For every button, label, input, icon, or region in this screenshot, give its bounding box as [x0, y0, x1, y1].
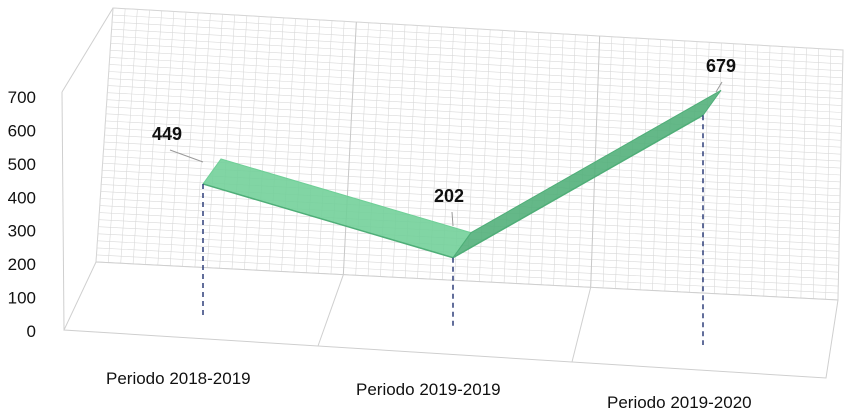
- data-label-leader: [169, 149, 204, 163]
- grid-line-horizontal: [111, 35, 843, 79]
- grid-line-horizontal: [96, 247, 839, 287]
- y-tick-label: 0: [27, 322, 36, 341]
- grid-line-horizontal: [111, 28, 843, 72]
- y-axis: 0 100 200 300 400 500 600 700: [8, 88, 36, 341]
- grid-line-horizontal: [106, 106, 842, 148]
- side-wall-edge: [61, 7, 114, 93]
- data-labels: 449 202 679: [152, 56, 736, 227]
- grid-line-horizontal: [97, 240, 839, 280]
- y-tick-label: 300: [8, 222, 36, 241]
- x-axis: Periodo 2018-2019 Periodo 2019-2019 Period…: [106, 369, 752, 412]
- grid-line-horizontal: [105, 113, 841, 155]
- chart-walls: [61, 7, 844, 331]
- grid-line-horizontal: [108, 71, 842, 113]
- grid-line-horizontal: [104, 134, 841, 176]
- grid-line-horizontal: [112, 14, 843, 58]
- data-label: 202: [434, 186, 464, 206]
- y-tick-label: 100: [8, 289, 36, 308]
- grid-line-horizontal: [97, 233, 839, 273]
- grid-line-horizontal: [110, 42, 843, 86]
- grid-line-horizontal: [104, 141, 841, 183]
- data-label: 449: [152, 124, 182, 144]
- data-label: 679: [706, 56, 736, 76]
- drop-lines: [202, 115, 704, 345]
- grid-line-horizontal: [96, 254, 839, 294]
- x-tick-label: Periodo 2019-2019: [356, 380, 501, 399]
- x-tick-label: Periodo 2019-2020: [607, 393, 752, 412]
- y-tick-label: 200: [8, 255, 36, 274]
- data-label-leader: [451, 211, 454, 227]
- grid-line-horizontal: [100, 198, 840, 238]
- side-wall-edge: [61, 91, 65, 331]
- x-tick-label: Periodo 2018-2019: [106, 369, 251, 388]
- wall-divider: [342, 21, 357, 275]
- y-tick-label: 700: [8, 88, 36, 107]
- grid-line-horizontal: [106, 99, 842, 141]
- floor-divider: [571, 287, 592, 363]
- grid-line-horizontal: [108, 78, 842, 120]
- y-tick-label: 600: [8, 121, 36, 140]
- grid-line-horizontal: [109, 64, 842, 106]
- grid-line-horizontal: [99, 205, 840, 245]
- y-tick-label: 500: [8, 155, 36, 174]
- grid-line-horizontal: [107, 92, 842, 134]
- floor-divider: [317, 274, 344, 347]
- grid-line-horizontal: [112, 7, 844, 51]
- grid-line-horizontal: [100, 191, 840, 231]
- y-tick-label: 400: [8, 188, 36, 207]
- grid-line-horizontal: [105, 120, 841, 162]
- grid-line-horizontal: [103, 148, 841, 190]
- grid-line-horizontal: [112, 21, 843, 65]
- grid-line-horizontal: [107, 85, 842, 127]
- chart-floor: [63, 261, 839, 379]
- grid-line-horizontal: [104, 127, 841, 169]
- data-label-leader: [715, 81, 723, 93]
